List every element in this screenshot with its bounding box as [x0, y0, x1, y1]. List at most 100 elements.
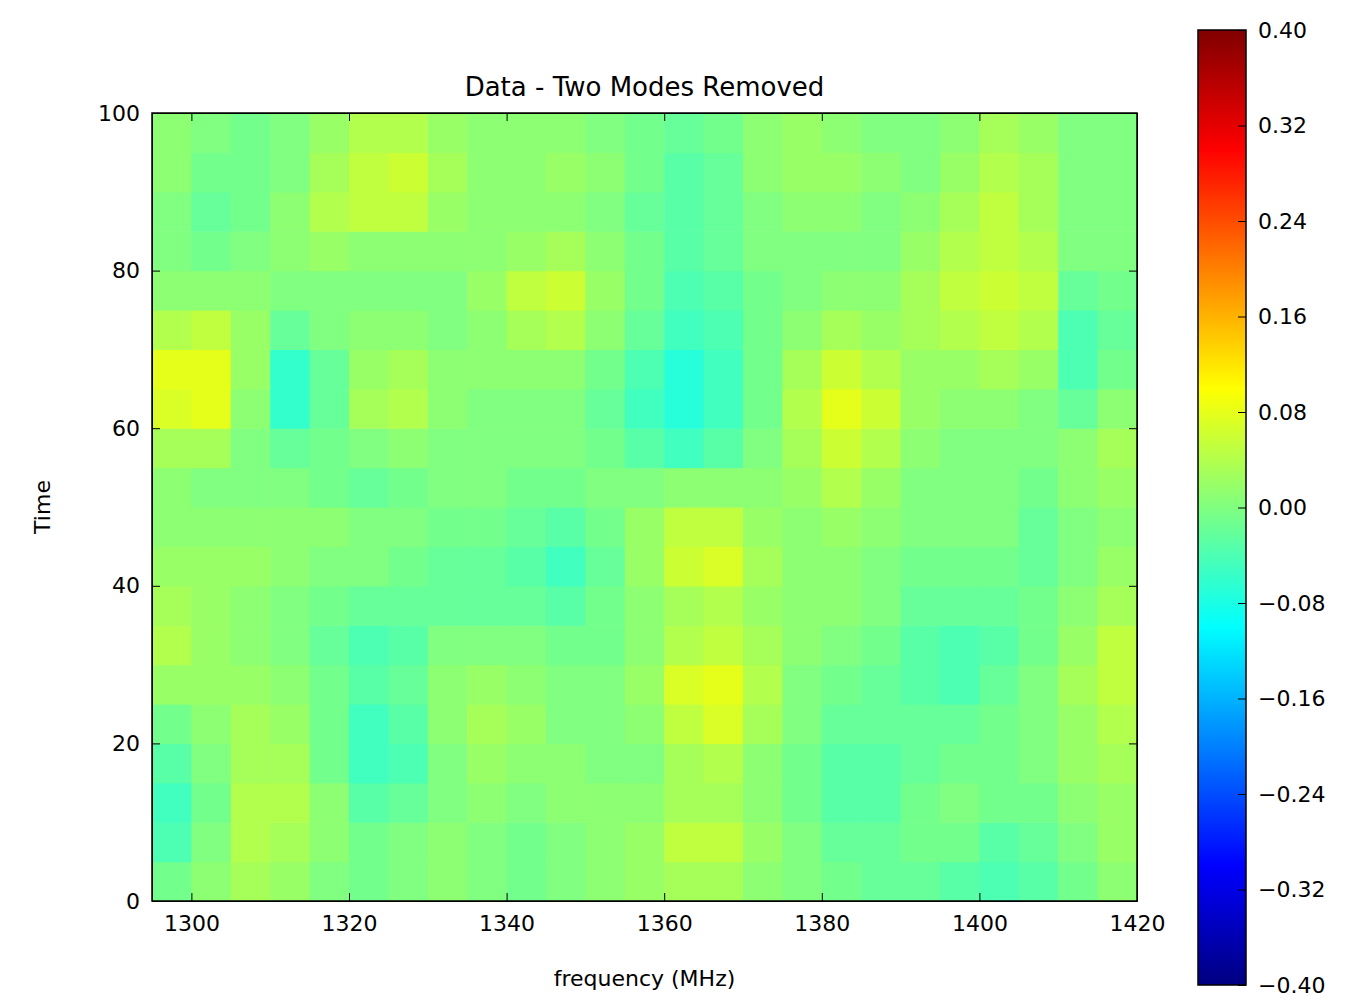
cell: [349, 192, 389, 232]
tick: 0.40: [1238, 18, 1307, 43]
cell: [625, 310, 665, 350]
cell: [704, 822, 744, 862]
cell: [1098, 310, 1137, 350]
cell: [270, 862, 310, 901]
cell: [428, 389, 468, 429]
cell: [546, 507, 586, 547]
cell: [231, 625, 271, 665]
cell: [191, 271, 231, 311]
tick-mark: [1238, 126, 1246, 127]
cell: [1098, 152, 1137, 192]
cell: [1019, 862, 1059, 901]
cell: [664, 428, 704, 468]
cell: [1019, 783, 1059, 823]
tick-mark: [1129, 743, 1137, 744]
cell: [704, 783, 744, 823]
cell: [507, 231, 547, 271]
cell: [507, 783, 547, 823]
cell: [861, 310, 901, 350]
cell: [467, 349, 507, 389]
cell: [861, 546, 901, 586]
cell: [704, 625, 744, 665]
cell: [467, 310, 507, 350]
cell: [270, 822, 310, 862]
cell: [467, 665, 507, 705]
cell: [428, 704, 468, 744]
cell: [1019, 665, 1059, 705]
cell: [388, 743, 428, 783]
cell: [388, 665, 428, 705]
cell: [152, 625, 192, 665]
cell: [585, 271, 625, 311]
y-axis: 020406080100: [98, 101, 160, 914]
cell: [349, 586, 389, 626]
cell: [310, 704, 350, 744]
cell: [349, 704, 389, 744]
cell: [743, 113, 783, 153]
cell: [979, 192, 1019, 232]
axis-line: [1246, 31, 1247, 986]
cell: [1098, 625, 1137, 665]
cell: [625, 389, 665, 429]
cell: [270, 271, 310, 311]
cell: [546, 625, 586, 665]
cell: [979, 468, 1019, 508]
tick: 0.00: [1238, 495, 1307, 520]
cell: [664, 507, 704, 547]
cell: [467, 507, 507, 547]
cell: [507, 349, 547, 389]
cell: [585, 310, 625, 350]
tick-label: 0.40: [1258, 18, 1307, 43]
cell: [310, 586, 350, 626]
cell: [152, 231, 192, 271]
cell: [822, 468, 862, 508]
cell: [782, 704, 822, 744]
colorbar: [1198, 30, 1246, 985]
cell: [625, 231, 665, 271]
cell: [467, 468, 507, 508]
cell: [546, 310, 586, 350]
cell: [782, 271, 822, 311]
cell: [1019, 192, 1059, 232]
cell: [822, 113, 862, 153]
cell: [152, 704, 192, 744]
tick-label: 40: [112, 573, 140, 598]
tick-label: 1360: [637, 911, 693, 936]
cell: [979, 349, 1019, 389]
cell: [467, 743, 507, 783]
cell: [349, 349, 389, 389]
tick: 40: [112, 573, 160, 598]
cell: [546, 231, 586, 271]
tick: 100: [98, 101, 160, 126]
cell: [743, 231, 783, 271]
tick-mark: [1238, 412, 1246, 413]
cell: [467, 271, 507, 311]
cell: [546, 113, 586, 153]
cell: [901, 665, 941, 705]
tick-mark: [507, 113, 508, 121]
cell: [782, 862, 822, 901]
cell: [585, 507, 625, 547]
cell: [979, 625, 1019, 665]
cell: [546, 704, 586, 744]
cell: [310, 113, 350, 153]
cell: [979, 586, 1019, 626]
cell: [428, 507, 468, 547]
cell: [585, 665, 625, 705]
cell: [349, 231, 389, 271]
cell: [704, 704, 744, 744]
cell: [270, 113, 310, 153]
cell: [1019, 231, 1059, 271]
cell: [743, 743, 783, 783]
cell: [1019, 704, 1059, 744]
cell: [704, 862, 744, 901]
cell: [979, 271, 1019, 311]
cell: [782, 192, 822, 232]
cell: [388, 862, 428, 901]
cell: [1098, 546, 1137, 586]
cell: [1058, 625, 1098, 665]
cell: [507, 428, 547, 468]
cell: [1019, 468, 1059, 508]
cell: [861, 192, 901, 232]
cell: [940, 468, 980, 508]
